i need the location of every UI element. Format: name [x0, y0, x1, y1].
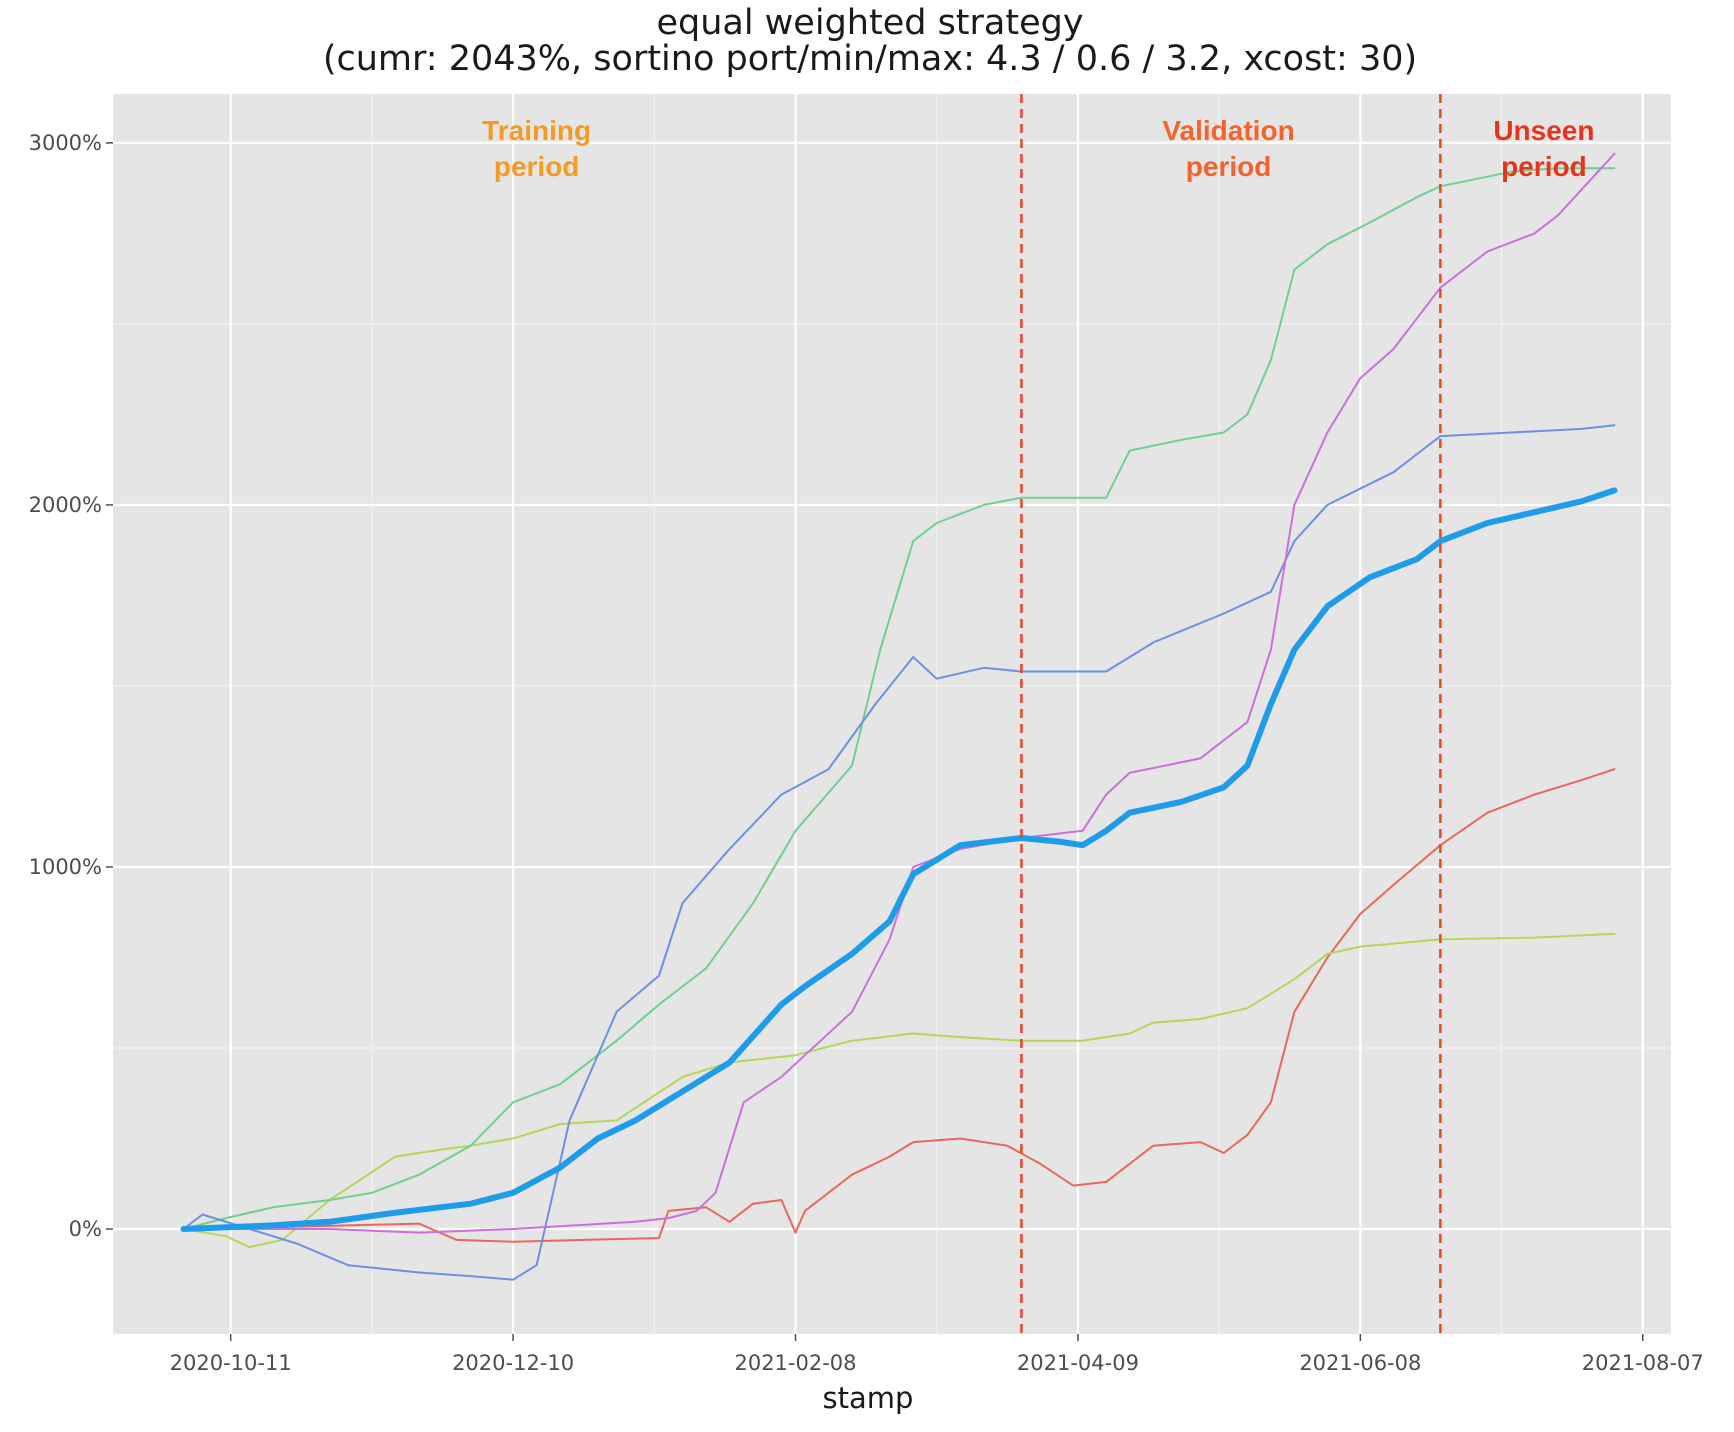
y-axis-ticks: 0% 1000% 2000% 3000% [29, 131, 113, 1241]
series-line-1 [182, 768, 1616, 1243]
x-tick-label: 2021-04-09 [1017, 1351, 1139, 1375]
grid-lines [113, 94, 1671, 1334]
period-label-2: Validation period [1162, 115, 1294, 182]
y-tick-label: 1000% [29, 855, 102, 879]
period-labels: Training period Validation period Unseen peri… [482, 115, 1594, 182]
x-tick-label: 2021-06-08 [1299, 1351, 1421, 1375]
x-tick-label: 2021-02-08 [734, 1351, 856, 1375]
series-line-2 [182, 932, 1616, 1249]
x-axis-ticks: 2020-10-11 2020-12-10 2021-02-08 2021-04-09… [170, 1334, 1704, 1375]
series-line-3 [182, 167, 1616, 1230]
period-label-3: Unseen period [1493, 115, 1594, 182]
x-tick-label: 2020-10-11 [170, 1351, 292, 1375]
x-tick-label: 2021-08-07 [1582, 1351, 1704, 1375]
y-tick-label: 2000% [29, 493, 102, 517]
chart-subtitle: (cumr: 2043%, sortino port/min/max: 4.3 … [323, 39, 1417, 79]
chart-title: equal weighted strategy [656, 3, 1083, 43]
y-tick-label: 3000% [29, 131, 102, 155]
plot-area [113, 94, 1671, 1334]
series-line-4 [182, 424, 1616, 1281]
x-tick-label: 2020-12-10 [452, 1351, 574, 1375]
x-axis-title: stamp [823, 1381, 914, 1415]
y-tick-label: 0% [69, 1217, 102, 1241]
period-label-1: Training period [482, 115, 591, 182]
period-dividers [1020, 94, 1442, 1334]
